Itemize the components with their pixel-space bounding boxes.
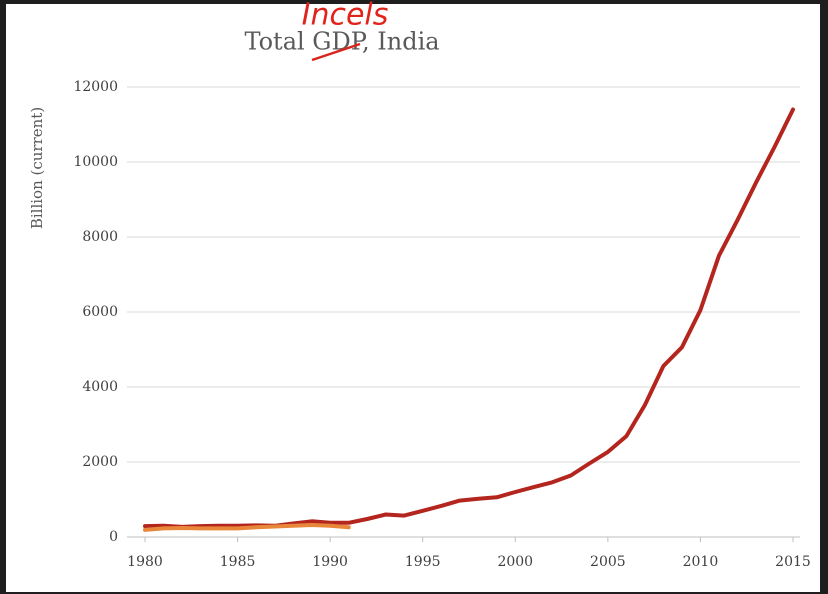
x-tick-label: 1985: [220, 554, 256, 570]
x-tick-label: 2005: [590, 554, 626, 570]
y-tick-label: 0: [109, 529, 118, 545]
data-line: [143, 523, 351, 532]
x-tick-label: 1990: [312, 554, 348, 570]
data-line: [143, 107, 795, 529]
y-tick-label: 10000: [73, 154, 118, 170]
y-tick-label: 2000: [82, 454, 118, 470]
y-tick-label: 8000: [82, 229, 118, 245]
x-tick-label: 2010: [683, 554, 719, 570]
chart-background: [6, 4, 820, 592]
y-axis-label: Billion (current): [28, 107, 46, 229]
x-tick-label: 1995: [405, 554, 441, 570]
strike-mark: [311, 42, 361, 62]
handwritten-annotation: Incels: [302, 0, 389, 33]
y-tick-label: 6000: [82, 304, 118, 320]
y-tick-label: 4000: [82, 379, 118, 395]
x-tick-label: 1980: [127, 554, 163, 570]
x-tick-label: 2000: [497, 554, 533, 570]
x-tick-label: 2015: [775, 554, 811, 570]
y-tick-label: 12000: [73, 79, 118, 95]
